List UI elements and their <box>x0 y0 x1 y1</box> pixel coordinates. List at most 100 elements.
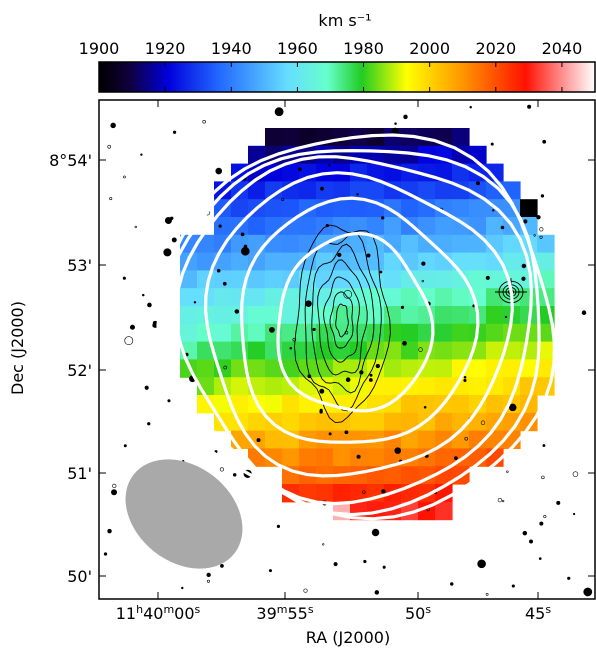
velocity-pixel <box>401 359 419 378</box>
velocity-pixel <box>452 217 470 236</box>
velocity-pixel <box>418 270 436 289</box>
velocity-pixel <box>486 163 504 182</box>
optical-source <box>220 564 224 568</box>
velocity-pixel <box>384 288 402 307</box>
x-axis-label: RA (J2000) <box>306 628 390 647</box>
velocity-pixel <box>435 501 453 521</box>
velocity-pixel <box>282 128 300 147</box>
velocity-pixel <box>316 323 334 343</box>
velocity-pixel <box>401 395 419 414</box>
velocity-pixel <box>452 306 470 325</box>
y-axis-label: Dec (J2000) <box>8 301 27 395</box>
optical-source <box>234 309 240 314</box>
velocity-pixel <box>435 430 453 449</box>
optical-source <box>345 377 351 383</box>
velocity-pixel <box>384 359 402 378</box>
optical-source <box>490 142 494 146</box>
optical-source <box>232 473 237 477</box>
velocity-pixel <box>299 217 317 236</box>
optical-source <box>375 363 380 369</box>
optical-source <box>363 559 367 564</box>
optical-source <box>103 552 108 556</box>
velocity-pixel <box>486 412 504 432</box>
velocity-pixel <box>401 412 419 432</box>
axis-ticks <box>99 100 595 599</box>
velocity-pixel <box>384 217 402 236</box>
optical-source <box>418 347 423 352</box>
optical-source <box>110 122 116 129</box>
velocity-pixel <box>350 430 368 449</box>
optical-source <box>107 528 112 534</box>
velocity-pixel <box>520 412 538 432</box>
optical-source <box>312 327 316 332</box>
velocity-pixel <box>350 270 368 289</box>
optical-source <box>400 305 405 309</box>
velocity-pixel <box>180 306 198 325</box>
velocity-pixel <box>401 270 419 289</box>
optical-source <box>281 198 285 202</box>
velocity-pixel <box>333 217 351 236</box>
velocity-pixel <box>350 252 368 271</box>
velocity-pixel <box>452 234 470 254</box>
optical-source <box>163 248 172 257</box>
velocity-pixel <box>316 484 334 503</box>
velocity-pixel <box>333 288 351 307</box>
optical-source <box>567 576 571 580</box>
velocity-pixel <box>316 181 334 200</box>
hi-contour <box>203 171 514 478</box>
hi-contour <box>276 231 435 413</box>
optical-source <box>475 181 480 186</box>
velocity-pixel <box>214 306 232 325</box>
optical-source <box>111 489 118 496</box>
velocity-pixel <box>520 359 538 378</box>
velocity-pixel <box>418 377 436 396</box>
optical-source <box>322 543 325 546</box>
optical-source <box>450 582 454 586</box>
optical-source <box>327 163 331 167</box>
velocity-pixel <box>282 412 300 432</box>
optical-source <box>464 436 469 441</box>
optical-source <box>147 422 151 426</box>
colorbar-label: km s⁻¹ <box>318 11 371 30</box>
optical-source <box>500 225 505 230</box>
optical-source <box>463 375 467 379</box>
velocity-pixel <box>520 270 538 289</box>
velocity-pixel <box>197 341 215 360</box>
velocity-pixel <box>418 217 436 236</box>
optical-source <box>501 499 505 503</box>
velocity-pixel <box>299 270 317 289</box>
velocity-pixel <box>333 484 351 503</box>
optical-source <box>371 528 380 537</box>
velocity-pixel <box>231 377 249 396</box>
velocity-pixel <box>350 341 368 360</box>
optical-source <box>504 315 508 319</box>
colorbar-tick-label: 2040 <box>542 39 583 58</box>
optical-source <box>337 252 342 258</box>
velocity-pixel <box>367 341 385 360</box>
velocity-pixel <box>452 323 470 343</box>
optical-source <box>542 444 546 447</box>
optical-source <box>109 197 113 201</box>
x-tick-label: 39m55s <box>256 603 313 623</box>
velocity-pixel <box>452 199 470 218</box>
velocity-pixel <box>537 252 555 271</box>
velocity-pixel <box>401 145 419 165</box>
velocity-pixel <box>214 341 232 360</box>
velocity-pixel <box>367 181 385 200</box>
colorbar-tick-label: 2020 <box>475 39 516 58</box>
velocity-pixel <box>486 270 504 289</box>
velocity-pixel <box>333 430 351 449</box>
velocity-pixel <box>248 217 266 236</box>
optical-source <box>240 232 245 237</box>
velocity-pixel <box>248 359 266 378</box>
velocity-pixel <box>316 448 334 467</box>
velocity-pixel <box>265 270 283 289</box>
velocity-pixel <box>537 341 555 360</box>
velocity-pixel <box>231 288 249 307</box>
velocity-pixel <box>520 199 538 218</box>
velocity-pixel <box>333 128 351 147</box>
optical-source <box>164 217 172 224</box>
optical-source <box>319 388 325 394</box>
velocity-pixel <box>537 234 555 254</box>
velocity-pixel <box>333 359 351 378</box>
